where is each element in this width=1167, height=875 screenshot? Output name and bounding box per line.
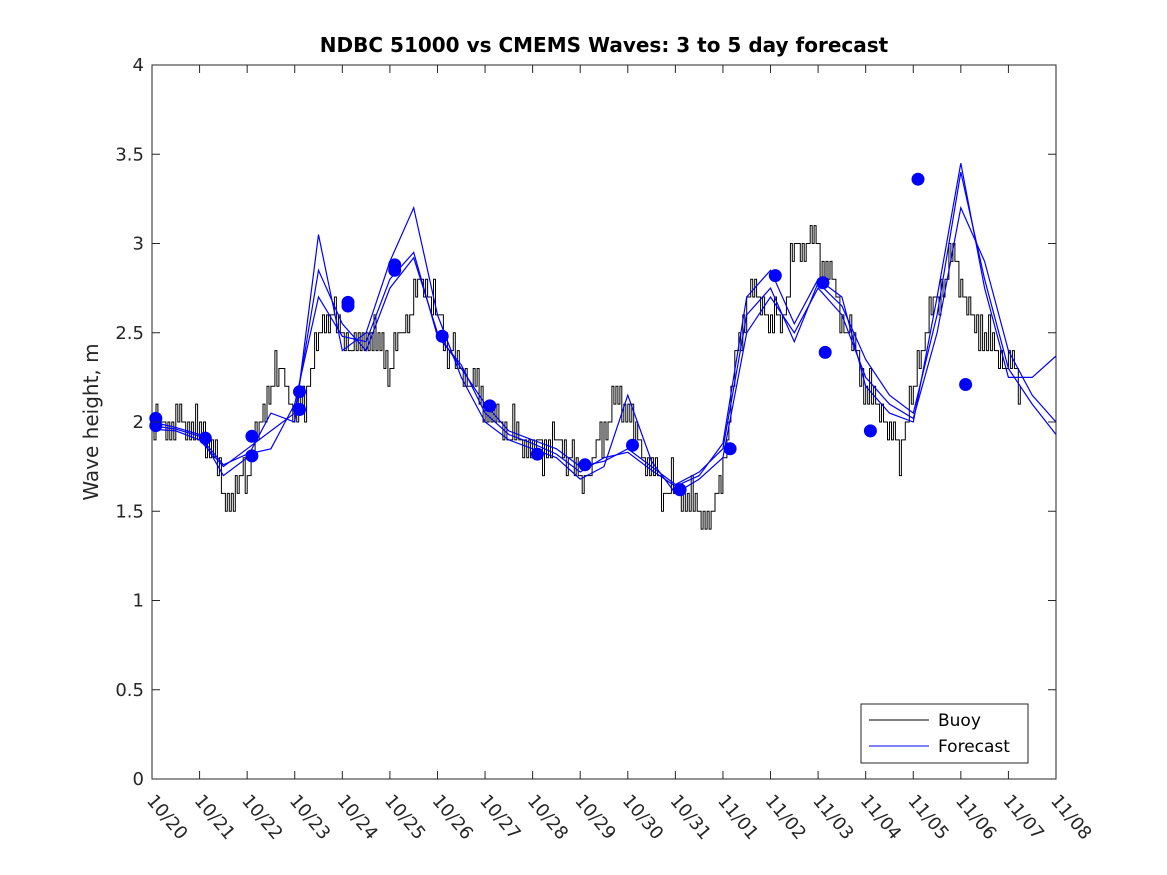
plot-area (149, 64, 1057, 780)
y-axis: 0 0.5 1 1.5 2 2.5 3 3.5 4 (115, 55, 1056, 790)
forecast-marker (959, 378, 973, 391)
forecast-line-3 (151, 205, 1057, 495)
forecast-marker (245, 449, 259, 463)
forecast-marker (245, 429, 259, 443)
forecast-marker (198, 431, 212, 445)
chart-title: NDBC 51000 vs CMEMS Waves: 3 to 5 day fo… (320, 33, 889, 57)
y-tick-label: 4 (133, 55, 144, 76)
y-tick-label: 2.5 (115, 323, 144, 344)
y-tick-label: 0 (133, 769, 144, 790)
forecast-marker (530, 447, 544, 461)
forecast-marker (911, 172, 925, 186)
forecast-marker (768, 269, 782, 283)
forecast-marker (149, 419, 163, 433)
y-tick-label: 1 (133, 591, 144, 612)
forecast-marker (388, 263, 402, 277)
forecast-marker (483, 399, 497, 413)
forecast-marker (818, 345, 832, 359)
forecast-marker (293, 403, 306, 416)
legend-box (860, 703, 1029, 764)
legend-label-forecast: Forecast (938, 737, 1010, 757)
y-tick-label: 0.5 (115, 680, 144, 701)
forecast-marker (863, 424, 877, 438)
forecast-line-2 (151, 163, 1057, 487)
forecast-line-1 (151, 171, 1057, 486)
forecast-marker (341, 299, 355, 313)
legend-label-buoy: Buoy (938, 711, 981, 731)
forecast-marker (293, 385, 306, 399)
forecast-marker (435, 329, 449, 343)
legend: Buoy Forecast (860, 703, 1029, 764)
y-tick-label: 3 (133, 234, 144, 255)
forecast-marker (578, 458, 592, 472)
forecast-series-group (151, 163, 1057, 495)
forecast-marker (626, 438, 639, 452)
y-tick-label: 3.5 (115, 144, 144, 165)
y-tick-label: 2 (133, 412, 144, 433)
forecast-marker (673, 483, 687, 497)
forecast-marker (723, 442, 737, 456)
y-tick-label: 1.5 (115, 501, 144, 522)
y-axis-label: Wave height, m (79, 343, 103, 500)
forecast-marker (816, 276, 830, 290)
